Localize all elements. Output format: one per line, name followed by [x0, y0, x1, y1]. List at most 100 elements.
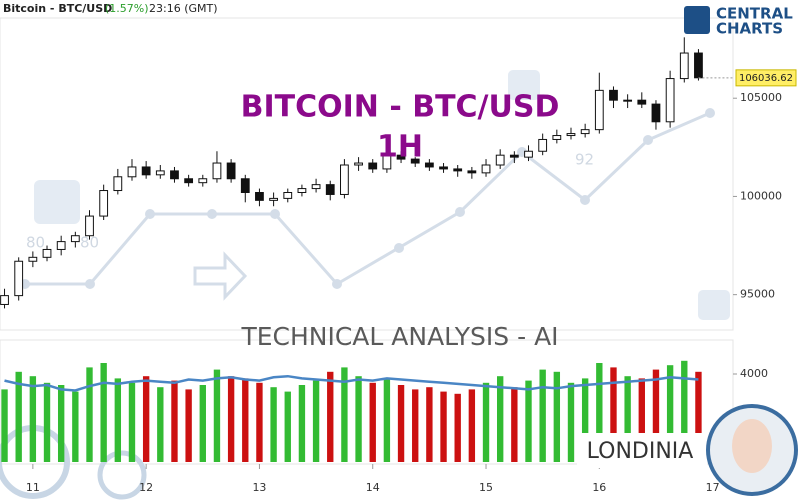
- candle-body: [594, 89, 604, 131]
- volume-bar: [86, 367, 93, 462]
- candle-body: [127, 166, 137, 178]
- volume-bar: [29, 376, 37, 462]
- avatar-face: [732, 419, 772, 473]
- candle-body: [70, 235, 80, 243]
- candle-body: [340, 164, 349, 195]
- candle-body: [439, 166, 448, 170]
- volume-bar: [157, 387, 164, 462]
- candle-body: [113, 176, 123, 192]
- candle-body: [467, 170, 477, 174]
- candle-body: [226, 162, 236, 180]
- x-tick-label: 14: [366, 481, 380, 494]
- y-tick-label: 4000: [740, 367, 768, 380]
- volume-bar: [242, 378, 249, 462]
- candle-body: [297, 188, 307, 193]
- volume-bar: [327, 371, 334, 462]
- candle-body: [396, 154, 406, 160]
- volume-bar: [482, 382, 490, 462]
- watermark-label: 80: [80, 234, 99, 252]
- volume-bar: [369, 382, 376, 462]
- volume-bar: [397, 385, 405, 462]
- candle-body: [325, 184, 335, 195]
- candle-body: [651, 103, 661, 123]
- candle-body: [481, 164, 491, 174]
- candle-body: [240, 178, 250, 193]
- last-price-label: 106036.62: [739, 73, 793, 84]
- volume-bar: [72, 391, 79, 462]
- volume-bar: [341, 367, 348, 462]
- x-tick-label: 12: [139, 481, 153, 494]
- logo-mark: [684, 6, 710, 34]
- candle-body: [410, 158, 420, 164]
- volume-bar: [624, 376, 631, 462]
- y-tick-label: 100000: [740, 189, 782, 202]
- volume-bar: [652, 369, 660, 462]
- candle-body: [495, 154, 505, 166]
- candle-body: [552, 135, 562, 140]
- candle-body: [42, 248, 52, 258]
- volume-bar: [553, 371, 561, 462]
- candle-body: [184, 178, 194, 184]
- logo-text: CENTRAL: [716, 5, 793, 23]
- volume-bar: [100, 363, 107, 462]
- candle-body: [453, 168, 463, 172]
- candle-body: [509, 154, 519, 158]
- volume-bar: [57, 385, 65, 462]
- volume-bar: [610, 367, 617, 462]
- volume-bar: [284, 391, 291, 462]
- candle-body: [56, 241, 66, 250]
- indicator-line: [4, 374, 699, 392]
- candle-body: [694, 52, 703, 79]
- watermark-dots: [20, 108, 715, 289]
- watermark-arrow: [193, 251, 248, 301]
- volume-bar: [412, 389, 419, 462]
- volume-bar: [440, 391, 447, 462]
- volume-bar: [213, 369, 221, 462]
- candle-body: [14, 260, 24, 297]
- candle-body: [28, 256, 38, 262]
- candle-body: [283, 192, 293, 199]
- volume-bar: [426, 387, 433, 462]
- candle-body: [99, 190, 109, 217]
- volume-bar: [256, 382, 263, 462]
- volume-bar: [567, 382, 575, 462]
- y-tick-label: 95000: [740, 288, 775, 301]
- x-tick-label: 17: [706, 481, 720, 494]
- watermark-label: 92: [575, 151, 594, 169]
- overlay-timeframe: 1H: [377, 130, 423, 165]
- candle-body: [85, 215, 94, 237]
- volume-frame: [0, 339, 734, 465]
- volume-bar: [312, 380, 320, 462]
- volume-bar: [681, 360, 688, 462]
- volume-bar: [539, 369, 546, 462]
- volume-bar: [171, 380, 178, 462]
- brand-box: [577, 433, 707, 468]
- watermark-icon: [34, 180, 80, 224]
- volume-bar: [454, 393, 461, 462]
- candle-body: [609, 89, 618, 101]
- volume-bar: [596, 363, 603, 462]
- candle-body: [637, 99, 647, 105]
- volume-bar: [270, 387, 277, 462]
- volume-bar: [581, 378, 589, 462]
- last-price-box: [735, 69, 797, 87]
- volume-bar: [142, 376, 150, 462]
- volume-bar: [199, 385, 206, 462]
- overlay-subtitle: TECHNICAL ANALYSIS - AI: [240, 322, 558, 351]
- x-tick-label: 15: [479, 481, 493, 494]
- x-tick-label: 11: [26, 481, 40, 494]
- volume-bar: [128, 382, 136, 462]
- candle-body: [269, 197, 278, 201]
- volume-bar: [638, 378, 645, 462]
- volume-bar: [383, 378, 391, 462]
- volume-bar: [43, 382, 51, 462]
- candle-body: [623, 99, 633, 102]
- x-tick-label: 16: [592, 481, 606, 494]
- volume-bar: [1, 389, 8, 462]
- logo-text: CHARTS: [716, 20, 783, 38]
- y-tick-label: 105000: [740, 91, 782, 104]
- candle-body: [354, 162, 363, 166]
- marks: 95000 100000 105000 11 12 13 14 15 16 17 106036.62…: [0, 37, 797, 494]
- watermark-label: 80: [26, 234, 45, 252]
